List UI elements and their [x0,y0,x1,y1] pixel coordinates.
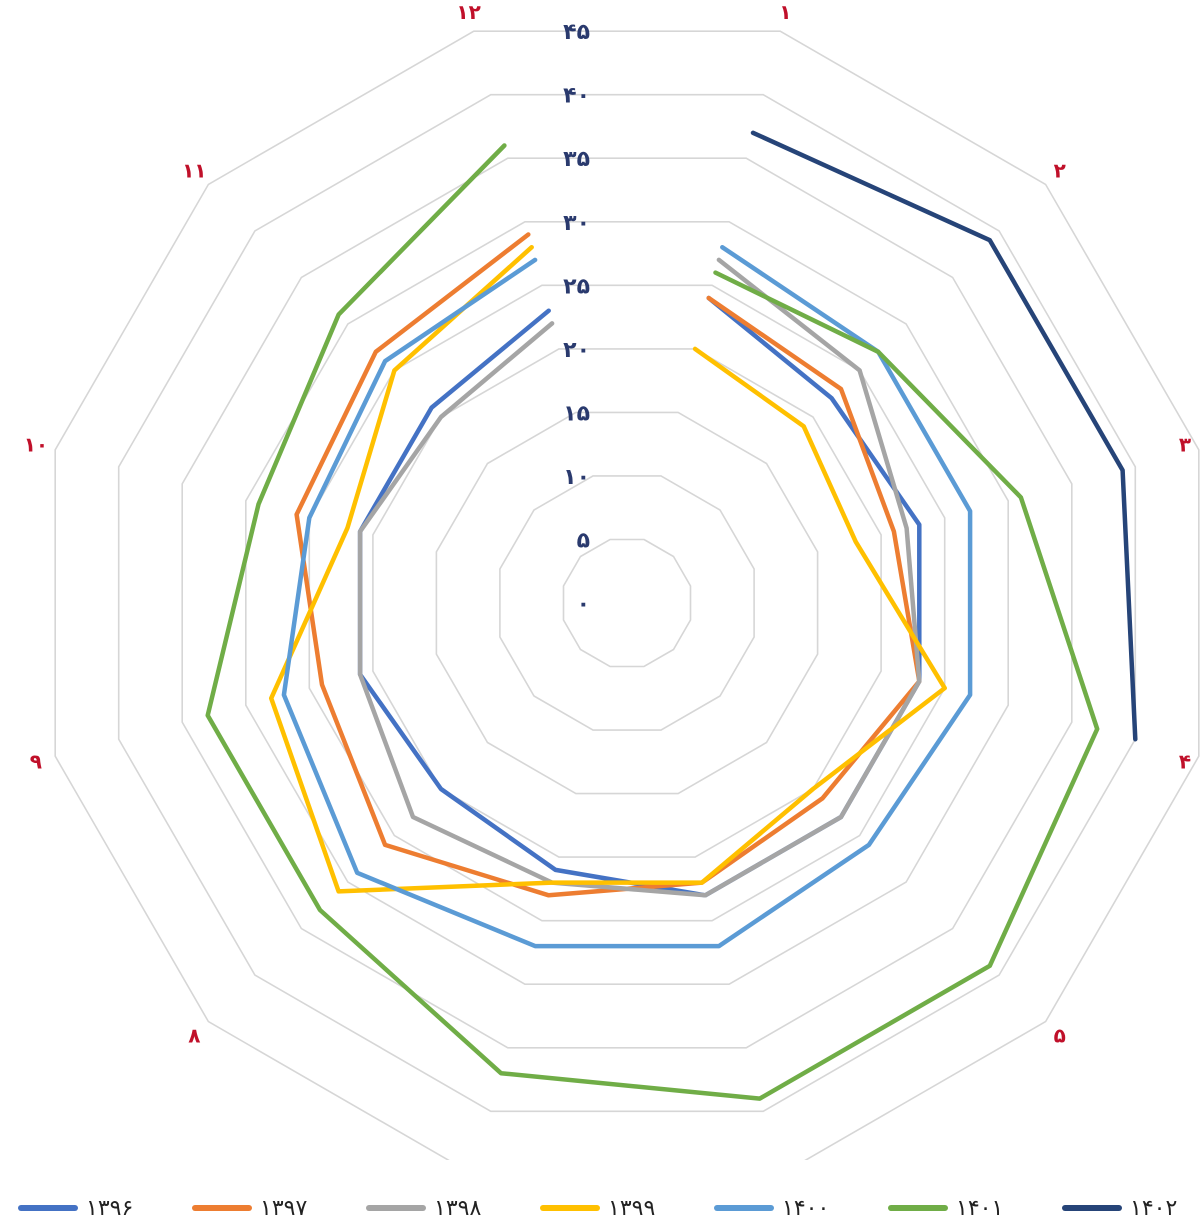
series-line [294,232,922,898]
radial-tick-label: ۴۵ [563,20,590,45]
grid-ring [245,221,1010,986]
legend-swatch [192,1205,252,1211]
legend-swatch [888,1205,948,1211]
series-line [205,143,1100,1101]
legend-swatch [540,1205,600,1211]
month-label: ۹ [30,749,42,773]
grid-ring [54,30,1200,1160]
legend-label: ۱۳۹۷ [260,1195,308,1221]
grid-ring [308,284,946,922]
month-label: ۴ [1179,749,1191,773]
radial-tick-label: ۱۰ [563,465,590,490]
radial-tick-label: ۳۵ [563,147,590,172]
legend-swatch [18,1205,78,1211]
grid-ring [181,157,1073,1049]
radial-tick-label: ۲۵ [563,274,590,299]
legend-item: ۱۳۹۶ [18,1186,133,1230]
series-line [357,257,922,898]
legend-label: ۱۳۹۹ [608,1195,656,1221]
radial-tick-labels: ۰ ۵ ۱۰ ۱۵ ۲۰ ۲۵ ۳۰ ۳۵ ۴۰ ۴۵ [563,20,590,617]
month-label: ۱۱ [182,158,206,182]
month-label: ۱ [779,0,791,24]
grid-ring [499,475,755,731]
series-line [750,130,1138,742]
radial-tick-label: ۰ [577,592,590,617]
legend-label: ۱۳۹۸ [434,1195,482,1221]
legend-swatch [714,1205,774,1211]
series-line [281,244,973,949]
legend-item: ۱۳۹۸ [366,1186,481,1230]
radial-tick-label: ۴۰ [563,84,590,109]
month-label: ۱۰ [24,433,48,457]
legend: ۱۳۹۶ ۱۳۹۷ ۱۳۹۸ ۱۳۹۹ ۱۴۰۰ ۱۴۰۱ ۱۴۰۲ [0,1186,1203,1230]
radial-tick-label: ۵ [577,529,590,554]
grid-ring [435,411,819,795]
month-label: ۸ [188,1024,200,1048]
radial-tick-label: ۱۵ [563,401,590,426]
legend-item: ۱۳۹۷ [192,1186,307,1230]
legend-swatch [366,1205,426,1211]
series-lines [205,130,1138,1101]
month-labels: ۱۲۳۴۵۶۷۸۹۱۰۱۱۱۲ [24,0,1191,1048]
legend-swatch [1062,1205,1122,1211]
legend-item: ۱۴۰۱ [888,1186,1003,1230]
series-line [268,244,947,894]
legend-label: ۱۴۰۲ [1130,1195,1178,1221]
legend-item: ۱۴۰۰ [714,1186,829,1230]
radar-grid [54,30,1200,1160]
month-label: ۵ [1054,1024,1066,1048]
grid-ring [117,93,1137,1113]
legend-label: ۱۴۰۰ [782,1195,830,1221]
legend-label: ۱۴۰۱ [956,1195,1004,1221]
legend-item: ۱۳۹۹ [540,1186,655,1230]
month-label: ۳ [1179,433,1191,457]
grid-ring [562,538,692,668]
month-label: ۱۲ [456,0,480,24]
radial-tick-label: ۳۰ [563,211,590,236]
legend-item: ۱۴۰۲ [1062,1186,1177,1230]
radial-tick-label: ۲۰ [563,338,590,363]
legend-label: ۱۳۹۶ [86,1195,134,1221]
month-label: ۲ [1054,158,1066,182]
